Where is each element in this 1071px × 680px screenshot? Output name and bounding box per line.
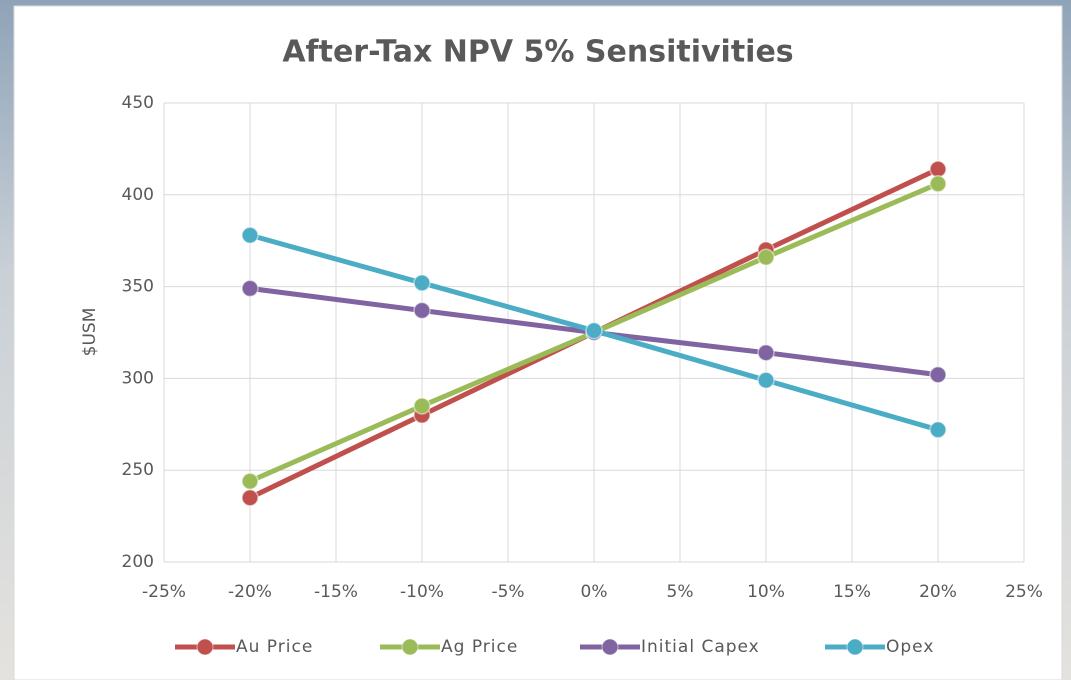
data-point [241, 472, 259, 490]
data-point [929, 421, 947, 439]
legend-label: Opex [886, 637, 934, 657]
legend-marker [196, 638, 214, 656]
y-tick-label: 450 [122, 93, 154, 113]
y-tick-label: 350 [122, 277, 154, 297]
y-tick-label: 400 [122, 185, 154, 205]
data-point [585, 321, 603, 340]
legend-marker [846, 638, 864, 656]
data-point [757, 248, 775, 266]
x-tick-label: -20% [228, 582, 272, 602]
chart-title: After-Tax NPV 5% Sensitivities [282, 35, 793, 70]
legend-marker [601, 638, 619, 656]
data-point [413, 301, 431, 320]
data-point [413, 397, 431, 415]
x-tick-label: 25% [1005, 582, 1043, 602]
chart-area [13, 5, 1063, 680]
data-point [929, 160, 947, 178]
legend-label: Au Price [236, 637, 313, 657]
x-tick-label: 0% [581, 582, 608, 602]
data-point [241, 279, 259, 298]
data-point [757, 371, 775, 389]
legend-marker [401, 638, 419, 656]
data-point [929, 365, 947, 384]
data-point [929, 175, 947, 193]
x-tick-label: 5% [667, 582, 694, 602]
x-tick-label: -10% [400, 582, 444, 602]
legend-label: Initial Capex [641, 637, 760, 657]
data-point [241, 488, 259, 507]
data-point [413, 274, 431, 292]
x-tick-label: -15% [314, 582, 358, 602]
y-tick-label: 250 [122, 460, 154, 480]
data-point [241, 226, 259, 244]
y-tick-label: 300 [122, 368, 154, 388]
x-tick-label: 15% [833, 582, 871, 602]
y-tick-label: 200 [122, 552, 154, 572]
y-axis-label: $USM [80, 308, 100, 357]
x-tick-label: 10% [747, 582, 785, 602]
legend-label: Ag Price [441, 637, 518, 657]
x-tick-label: 20% [919, 582, 957, 602]
x-tick-label: -25% [142, 582, 186, 602]
x-tick-label: -5% [491, 582, 524, 602]
data-point [757, 343, 775, 362]
